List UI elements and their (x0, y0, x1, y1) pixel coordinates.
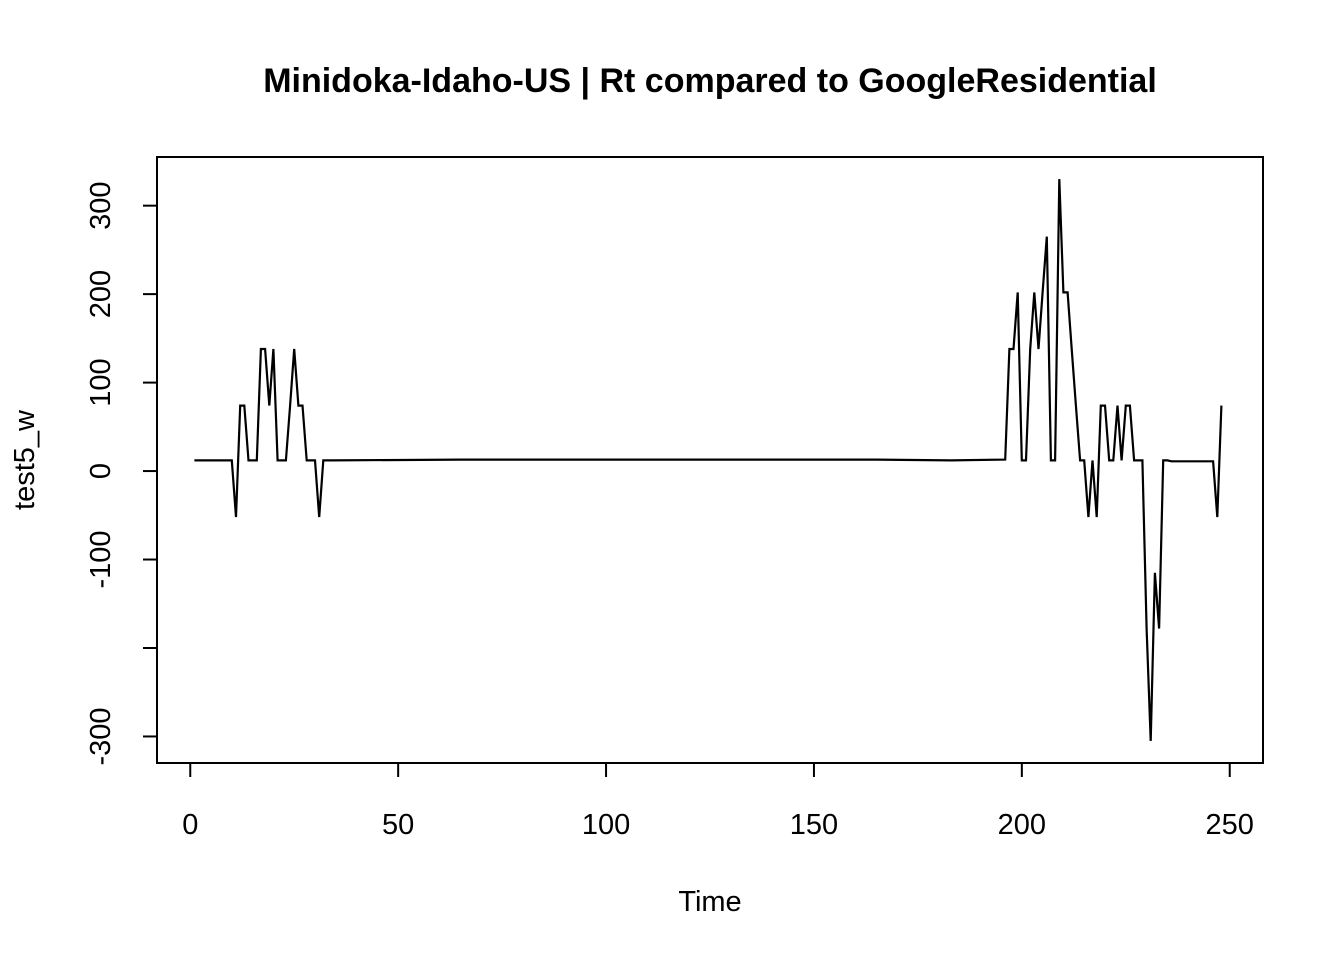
x-tick-label: 250 (1206, 809, 1254, 841)
x-tick-label: 150 (790, 809, 838, 841)
y-tick-label: 0 (85, 463, 117, 479)
series-line-1 (194, 179, 1223, 741)
y-tick-label: -100 (85, 530, 117, 588)
x-axis-label: Time (678, 886, 741, 918)
x-axis: 0 50 100 150 200 250 (182, 762, 1254, 841)
y-tick-label: 200 (85, 270, 117, 318)
x-tick-label: 100 (582, 809, 630, 841)
x-tick-label: 200 (998, 809, 1046, 841)
series-group (194, 179, 1223, 741)
x-tick-label: 50 (382, 809, 414, 841)
y-tick-label: 300 (85, 182, 117, 230)
y-tick-label: 100 (85, 358, 117, 406)
chart-title: Minidoka-Idaho-US | Rt compared to Googl… (263, 62, 1157, 100)
y-axis-label: test5_w (9, 409, 41, 510)
x-tick-label: 0 (182, 809, 198, 841)
y-tick-label: -300 (85, 707, 117, 765)
y-axis: -300 -100 0 100 200 300 (85, 182, 158, 766)
